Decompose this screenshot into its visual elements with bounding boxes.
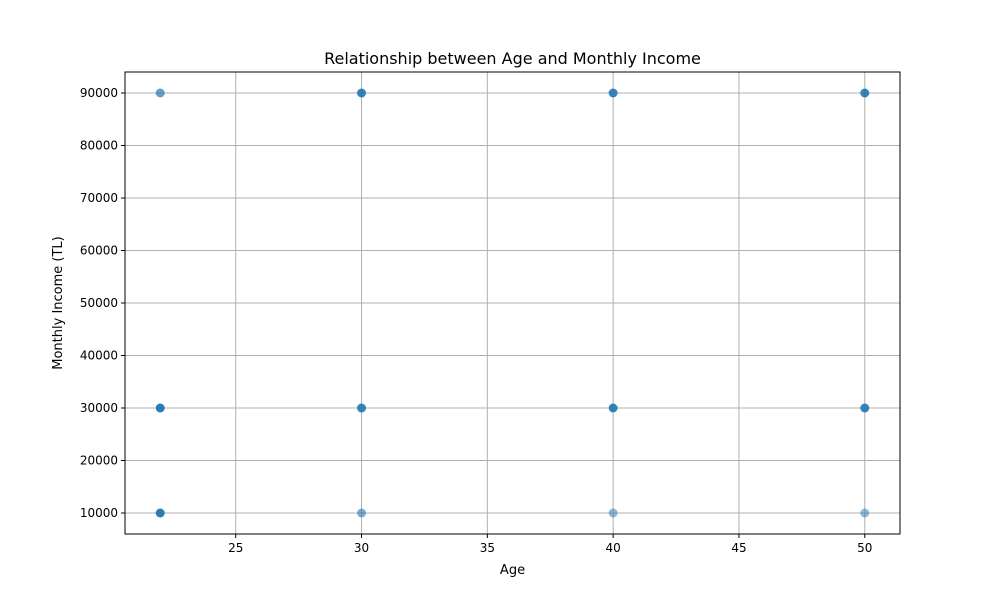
- data-point: [608, 88, 618, 98]
- data-point: [357, 508, 367, 518]
- y-tick-label: 30000: [80, 401, 118, 415]
- data-point: [608, 403, 618, 413]
- data-point: [357, 403, 367, 413]
- data-point: [860, 88, 870, 98]
- data-point: [860, 403, 870, 413]
- data-point: [357, 88, 367, 98]
- x-tick-label: 25: [228, 541, 243, 555]
- y-tick-label: 10000: [80, 506, 118, 520]
- data-point: [155, 403, 165, 413]
- data-point: [155, 508, 165, 518]
- x-tick-label: 40: [606, 541, 621, 555]
- x-tick-label: 50: [857, 541, 872, 555]
- y-tick-label: 50000: [80, 296, 118, 310]
- y-tick-label: 90000: [80, 86, 118, 100]
- data-point: [155, 88, 165, 98]
- y-tick-label: 40000: [80, 349, 118, 363]
- data-point: [608, 508, 618, 518]
- y-tick-label: 80000: [80, 139, 118, 153]
- y-tick-label: 70000: [80, 191, 118, 205]
- data-points: [155, 88, 870, 518]
- chart-title: Relationship between Age and Monthly Inc…: [324, 49, 701, 68]
- x-tick-label: 45: [731, 541, 746, 555]
- x-tick-label: 35: [480, 541, 495, 555]
- y-tick-label: 60000: [80, 244, 118, 258]
- data-point: [860, 508, 870, 518]
- y-tick-label: 20000: [80, 454, 118, 468]
- x-tick-label: 30: [354, 541, 369, 555]
- axis-ticks: 25 30 35 40 45 50 10000 20000 30000 40000 50000 600…: [80, 86, 873, 555]
- x-axis-title: Age: [500, 563, 525, 578]
- y-axis-title: Monthly Income (TL): [51, 236, 66, 369]
- grid-lines: [125, 72, 900, 534]
